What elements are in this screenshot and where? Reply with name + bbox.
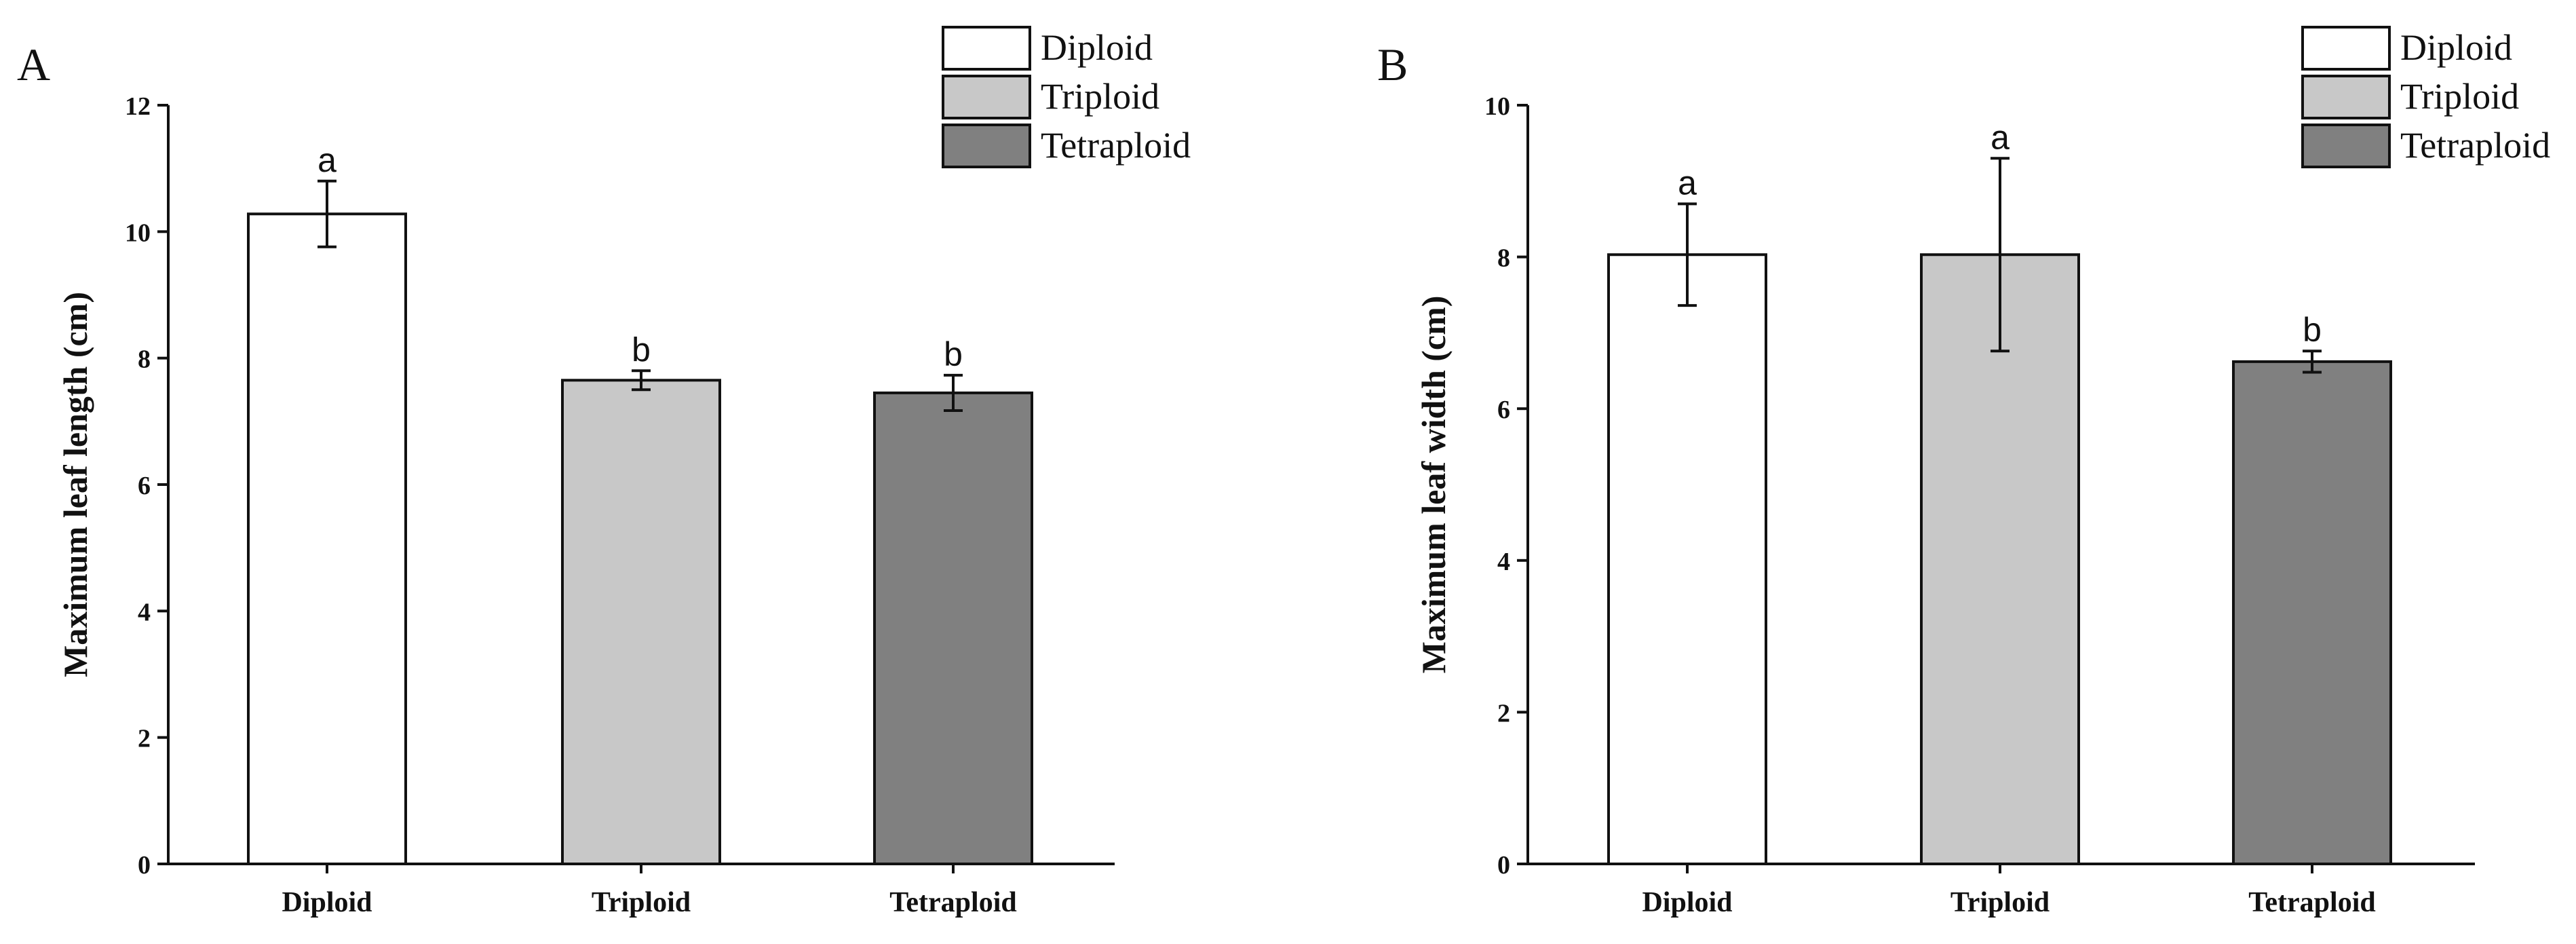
y-tick-label: 4: [138, 598, 151, 626]
y-tick-label: 0: [138, 851, 151, 880]
y-tick-label: 2: [1497, 699, 1510, 728]
legend: Diploid Triploid Tetraploid: [2301, 26, 2550, 168]
legend-swatch: [2301, 75, 2391, 119]
legend-swatch: [2301, 26, 2391, 71]
x-tick-label: Tetraploid: [2248, 887, 2375, 918]
y-tick-label: 8: [138, 345, 151, 374]
legend-label: Triploid: [1041, 76, 1159, 117]
chart-panel-a: A 0 2 4 6 8 10 12 Maximum leaf length (cm) a Diplo…: [17, 26, 1191, 918]
significance-label: a: [1991, 118, 2010, 156]
bar: [247, 212, 407, 866]
y-tick-label: 6: [1497, 396, 1510, 424]
x-tick-label: Diploid: [282, 887, 372, 918]
legend: Diploid Triploid Tetraploid: [942, 26, 1191, 168]
legend-swatch: [942, 26, 1031, 71]
legend-label: Diploid: [1041, 27, 1153, 68]
y-tick-label: 4: [1497, 548, 1510, 576]
bar: [1607, 253, 1767, 866]
legend-label: Triploid: [2400, 76, 2519, 117]
chart-panel-b: B 0 2 4 6 8 10 Maximum leaf width (cm) a Diploid a…: [1377, 26, 2550, 918]
legend-swatch: [2301, 124, 2391, 168]
x-tick-label: Triploid: [1950, 887, 2050, 918]
y-tick-label: 0: [1497, 851, 1510, 880]
significance-label: b: [944, 335, 963, 373]
bar: [873, 391, 1033, 865]
y-tick-label: 10: [1484, 92, 1510, 121]
legend-label: Tetraploid: [2400, 125, 2550, 166]
y-tick-label: 10: [125, 219, 151, 247]
x-tick-label: Triploid: [592, 887, 691, 918]
significance-label: a: [1678, 164, 1697, 202]
x-tick-label: Tetraploid: [889, 887, 1016, 918]
y-axis-title: Maximum leaf length (cm): [56, 292, 94, 677]
x-tick-label: Diploid: [1642, 887, 1732, 918]
y-axis-title: Maximum leaf width (cm): [1415, 296, 1453, 674]
panel-label: B: [1377, 39, 1408, 90]
y-tick-label: 8: [1497, 244, 1510, 273]
bar: [1920, 253, 2080, 866]
y-tick-label: 6: [138, 472, 151, 500]
significance-label: b: [2303, 311, 2322, 349]
legend-swatch: [942, 124, 1031, 168]
significance-label: b: [632, 331, 651, 369]
legend-label: Tetraploid: [1041, 125, 1191, 166]
bar: [561, 379, 721, 865]
panel-label: A: [17, 39, 50, 90]
y-tick-label: 12: [125, 92, 151, 121]
legend-swatch: [942, 75, 1031, 119]
legend-label: Diploid: [2400, 27, 2512, 68]
bar: [2232, 360, 2392, 865]
y-tick-label: 2: [138, 725, 151, 753]
significance-label: a: [318, 141, 337, 179]
